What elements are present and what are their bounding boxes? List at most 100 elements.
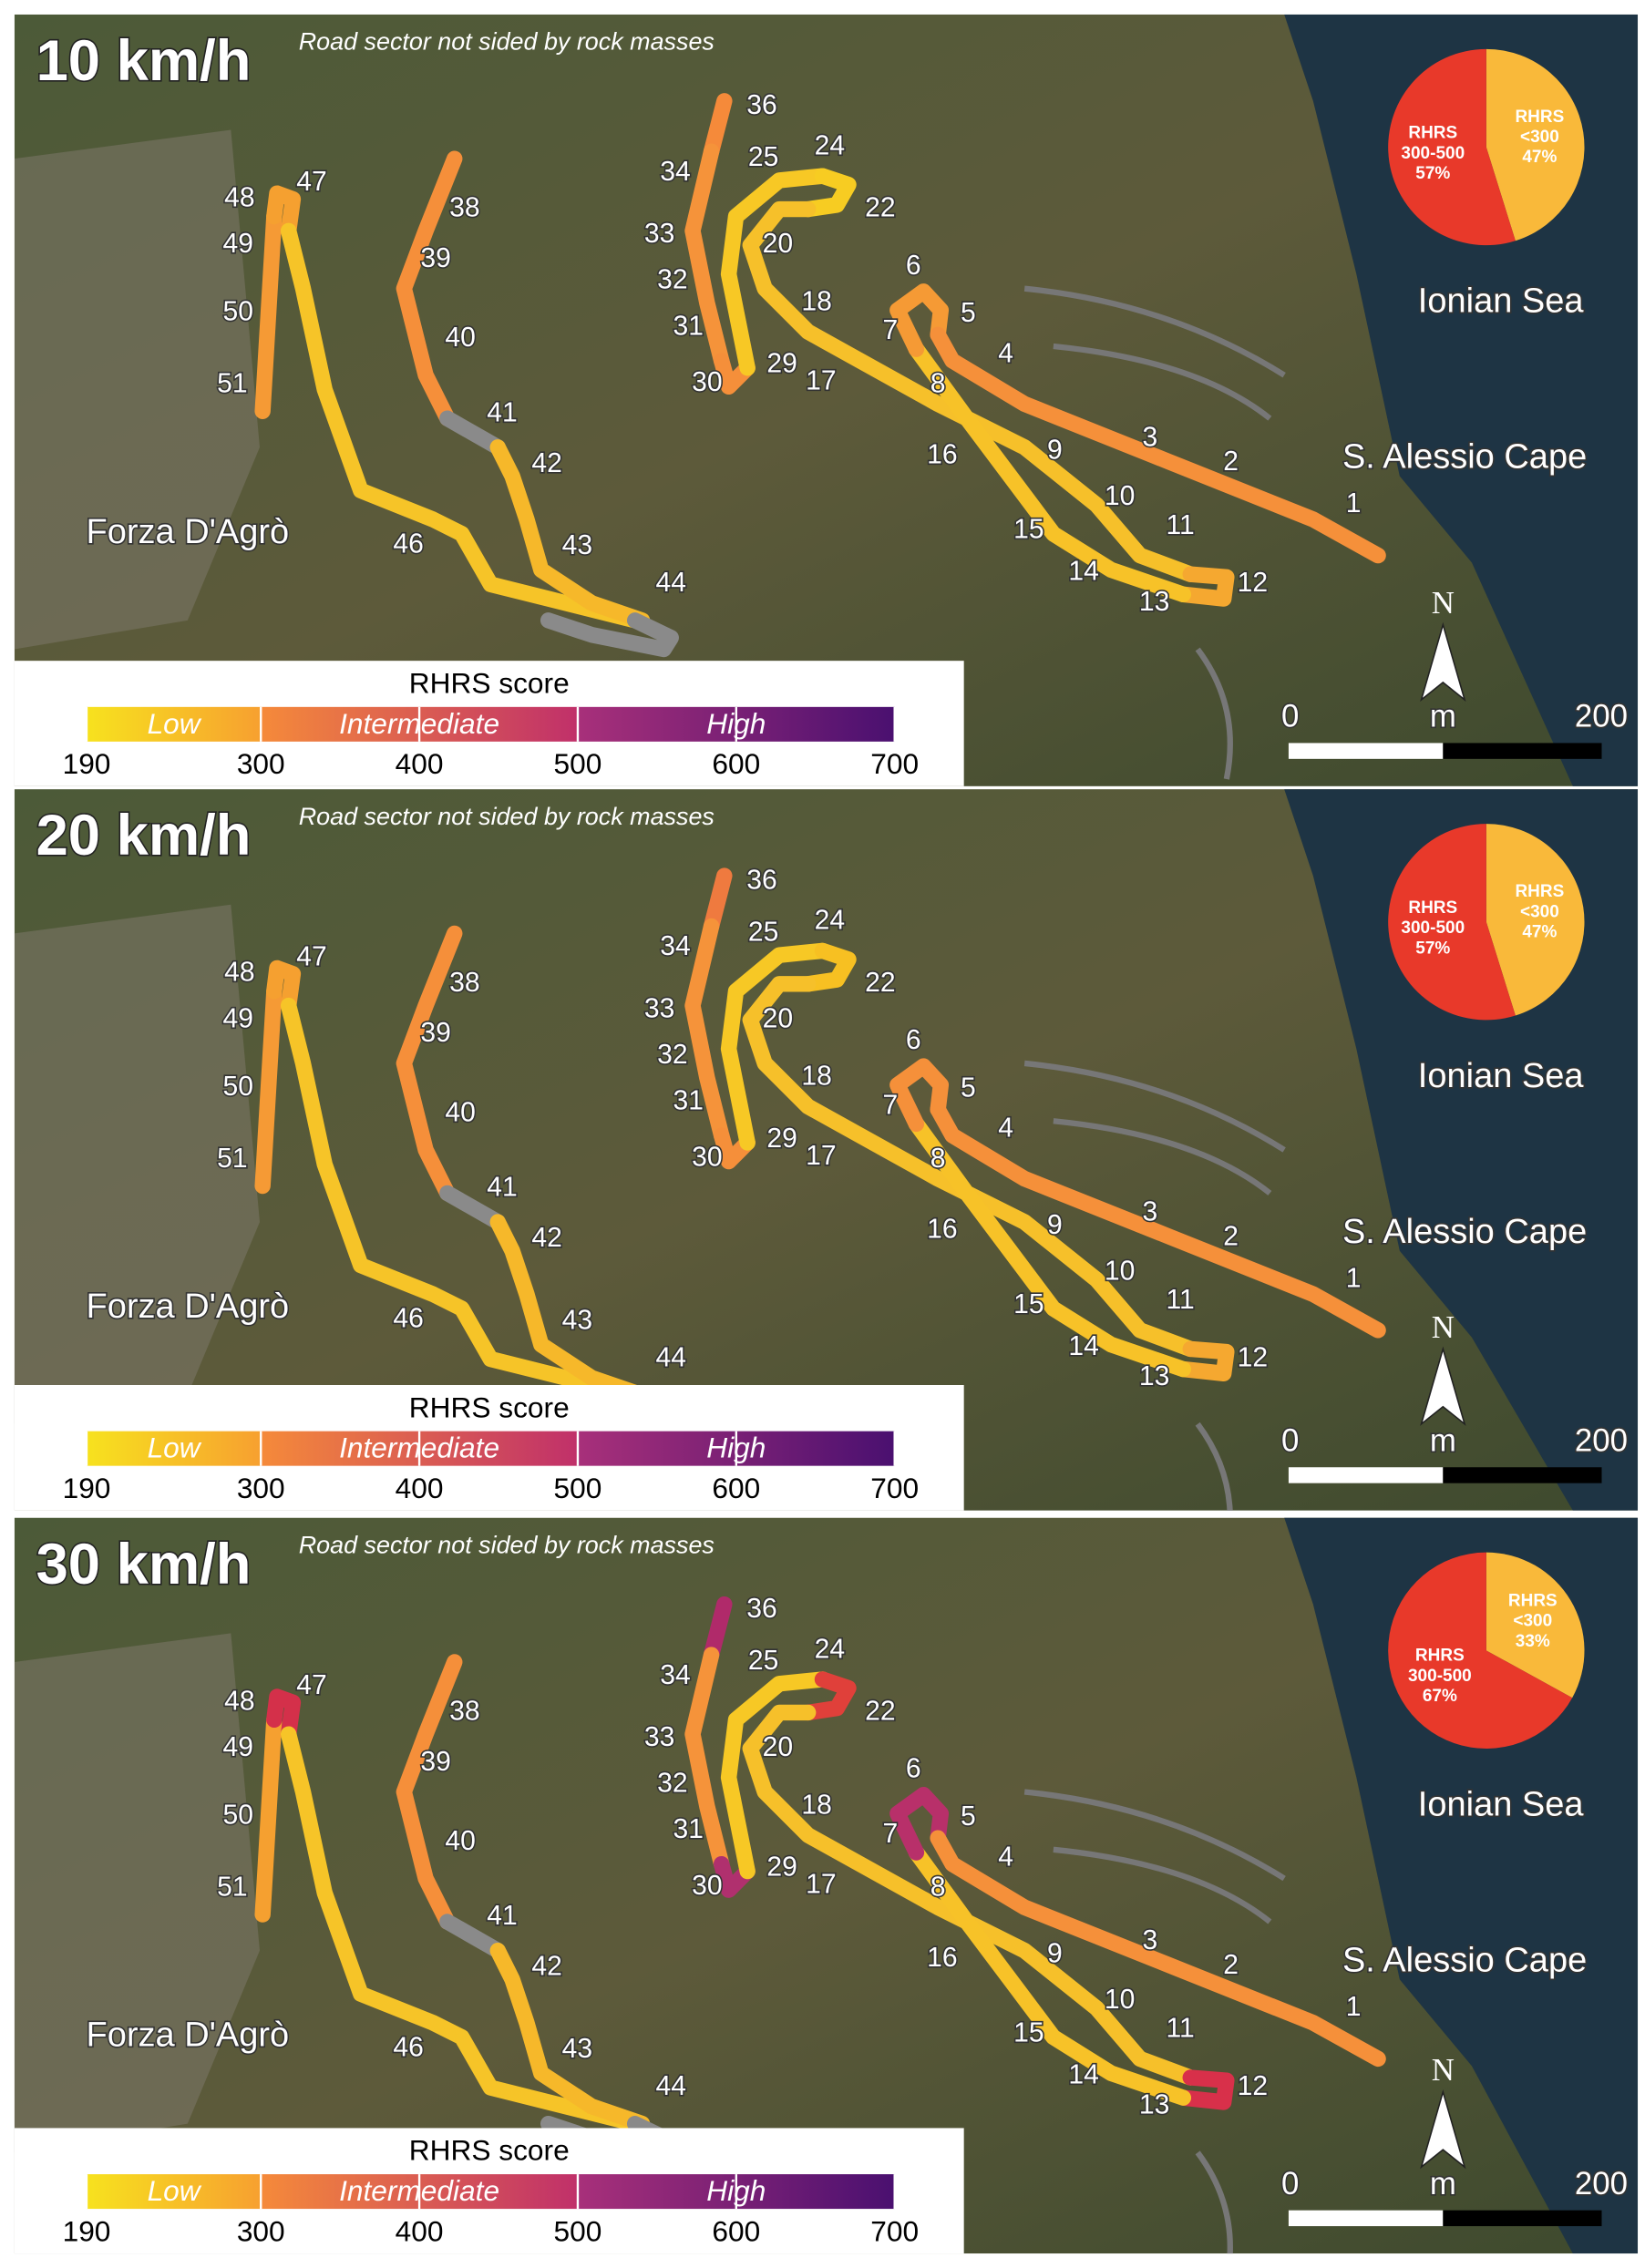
- segment-label: 12: [1238, 568, 1268, 598]
- segment-label: 7: [883, 1090, 899, 1120]
- scale-label: 200: [1575, 2166, 1628, 2201]
- pie-label: RHRS: [1408, 898, 1457, 918]
- panel-content: 1234567891011121314151617182022242529303…: [14, 1517, 1639, 2254]
- segment-label: 30: [692, 1871, 722, 1901]
- scale-bar-black: [1443, 743, 1602, 759]
- segment-label: 14: [1068, 2059, 1098, 2089]
- north-arrow: [1420, 621, 1466, 703]
- segment-label: 17: [806, 366, 836, 396]
- road-sector: [684, 143, 730, 369]
- segment-label: 46: [393, 529, 423, 559]
- segment-label: 42: [531, 448, 561, 478]
- segment-label: 50: [223, 1072, 253, 1102]
- segment-label: 9: [1047, 1210, 1063, 1240]
- segment-label: 22: [865, 193, 895, 223]
- segment-label: 29: [766, 1124, 797, 1154]
- segment-label: 4: [998, 338, 1013, 368]
- pie-slice: [1388, 824, 1516, 1021]
- segment-label: 18: [801, 1790, 831, 1820]
- segment-label: 7: [883, 1819, 899, 1849]
- segment-label: 51: [217, 1873, 247, 1903]
- road-sector: [439, 1914, 506, 1959]
- pie-label: RHRS: [1515, 882, 1564, 901]
- road-sector: [799, 168, 857, 218]
- segment-label: 43: [562, 2034, 592, 2064]
- segment-label: 32: [657, 265, 687, 295]
- segment-label: 24: [815, 130, 845, 160]
- legend-tick-label: 300: [237, 2214, 285, 2247]
- road-sector: [396, 150, 463, 426]
- road-sector: [540, 612, 679, 658]
- road-sector: [396, 1654, 463, 1930]
- segment-label: 16: [927, 439, 957, 469]
- pie-label: <300: [1520, 902, 1559, 921]
- legend-tick-label: 700: [870, 747, 919, 780]
- segment-label: 31: [673, 1086, 704, 1116]
- road-sector: [1175, 566, 1235, 607]
- segment-label: 6: [906, 1025, 921, 1055]
- road-sector: [742, 976, 1198, 1358]
- road-sector: [703, 1596, 733, 1663]
- segment-label: 16: [927, 1943, 957, 1973]
- segment-label: 8: [930, 369, 946, 399]
- north-arrow: [1420, 1346, 1466, 1426]
- town-label: Forza D'Agrò: [87, 1288, 290, 1326]
- segment-label: 40: [445, 323, 475, 353]
- north-label: N: [1432, 1309, 1455, 1345]
- road-sector: [280, 1726, 643, 2132]
- segment-label: 38: [449, 1696, 479, 1726]
- segment-label: 38: [449, 968, 479, 998]
- legend-tick-label: 190: [63, 747, 111, 780]
- pie-label: <300: [1520, 128, 1559, 147]
- road-sector: [489, 1942, 651, 2132]
- segment-label: 8: [930, 1873, 946, 1903]
- segment-label: 2: [1223, 446, 1239, 477]
- cape-label: S. Alessio Cape: [1342, 1941, 1587, 1979]
- legend-title: RHRS score: [409, 2134, 570, 2167]
- legend-tick-label: 400: [396, 1472, 444, 1504]
- segment-label: 31: [673, 1814, 704, 1844]
- pie-slice: [1486, 48, 1585, 241]
- road-sector: [489, 1214, 651, 1403]
- segment-label: 40: [445, 1826, 475, 1856]
- segment-label: 30: [692, 1142, 722, 1172]
- road-sector: [713, 1127, 756, 1170]
- segment-label: 30: [692, 367, 722, 397]
- road-sector: [439, 410, 506, 456]
- legend-tick-label: 600: [712, 1472, 760, 1504]
- scale-label: m: [1430, 1423, 1456, 1459]
- segment-label: 14: [1068, 557, 1098, 587]
- legend-tick-label: 190: [63, 1472, 111, 1504]
- segment-label: 2: [1223, 1950, 1239, 1980]
- legend-class-bar: [87, 706, 262, 742]
- segment-label: 34: [660, 157, 690, 187]
- segment-label: 18: [801, 286, 831, 316]
- map-panel: 1234567891011121314151617182022242529303…: [14, 14, 1639, 786]
- segment-label: 48: [224, 1686, 254, 1716]
- pie-value-label: 47%: [1522, 148, 1557, 167]
- sea-label: Ionian Sea: [1418, 282, 1585, 321]
- pie-slice: [1486, 824, 1585, 1016]
- segment-label: 50: [223, 297, 253, 327]
- road-sector: [908, 341, 1192, 603]
- segment-label: 9: [1047, 1938, 1063, 1968]
- segment-label: 49: [223, 229, 253, 259]
- built-area: [14, 129, 260, 650]
- segment-label: 41: [487, 1173, 517, 1203]
- pie-label: RHRS: [1408, 124, 1457, 143]
- segment-label: 20: [763, 1003, 793, 1033]
- segment-label: 29: [766, 1852, 797, 1882]
- segment-label: 49: [223, 1732, 253, 1762]
- segment-label: 22: [865, 1696, 895, 1726]
- road-sector: [742, 1704, 1198, 2086]
- scale-label: m: [1430, 699, 1456, 734]
- panel-note: Road sector not sided by rock masses: [299, 803, 715, 830]
- legend-tick-label: 500: [554, 747, 602, 780]
- road-sector: [1175, 1340, 1235, 1382]
- road-sector: [799, 1671, 857, 1721]
- scale-bar-black: [1443, 1467, 1602, 1483]
- pie-value-label: 67%: [1423, 1687, 1457, 1706]
- pie-label: RHRS: [1515, 108, 1564, 127]
- scale-label: 200: [1575, 699, 1628, 734]
- segment-label: 43: [562, 530, 592, 560]
